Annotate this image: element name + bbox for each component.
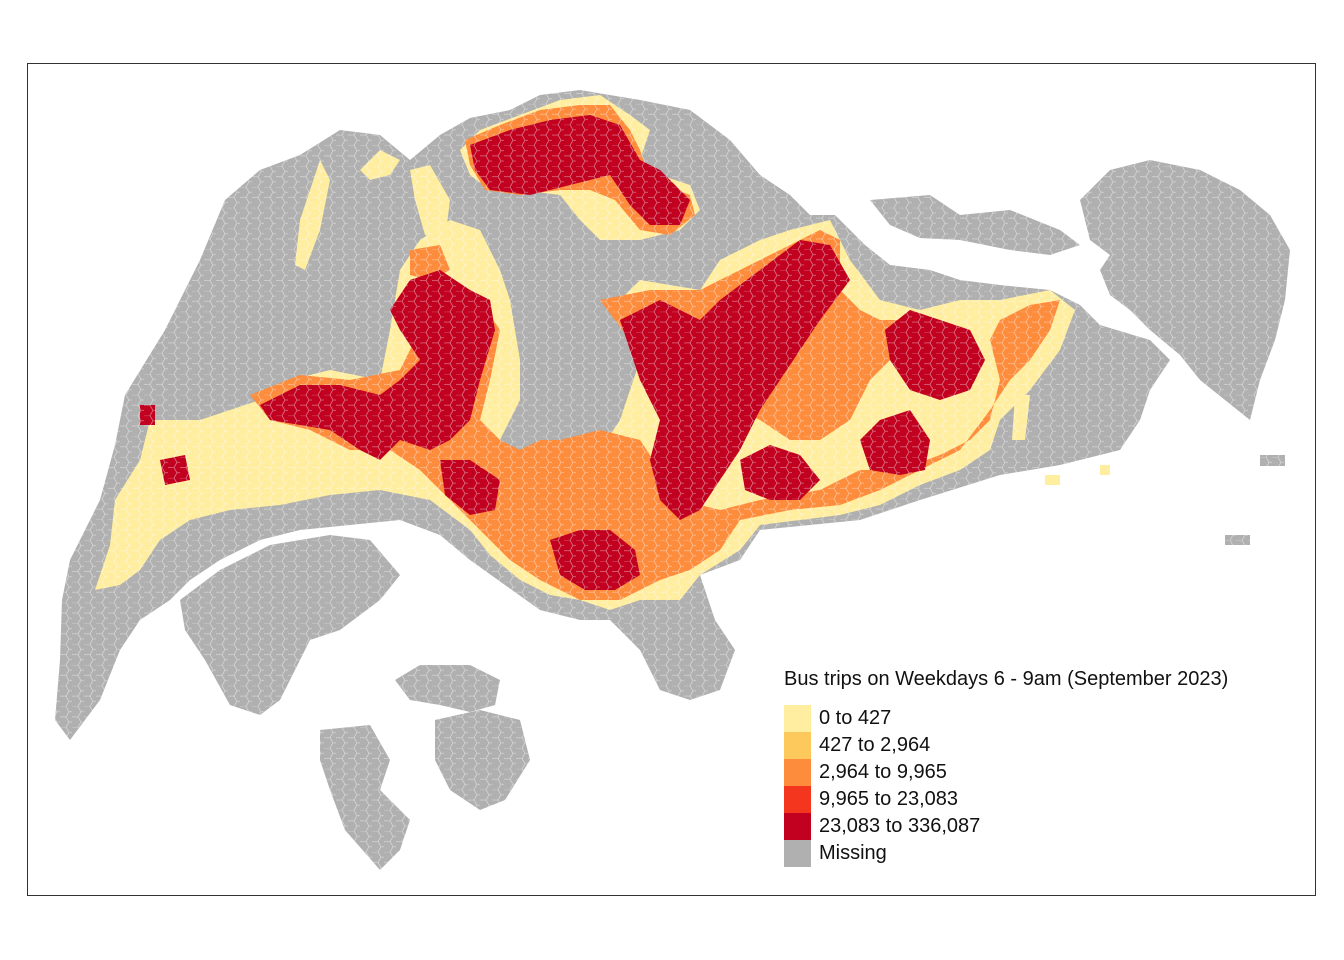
legend-swatch [784,732,811,759]
legend-label: 9,965 to 23,083 [819,788,959,810]
legend-swatch [784,759,811,786]
legend-label: 23,083 to 336,087 [819,815,981,837]
legend-swatch [784,813,811,840]
legend-item-0-to-427: 0 to 427 [784,705,1228,732]
legend-label: 0 to 427 [819,707,892,729]
legend-item-9965-to-23083: 9,965 to 23,083 [784,786,1228,813]
legend-item-missing: Missing [784,840,1228,867]
legend-label: 427 to 2,964 [819,734,931,756]
legend-title: Bus trips on Weekdays 6 - 9am (September… [784,668,1229,690]
legend-item-427-to-2964: 427 to 2,964 [784,732,1228,759]
legend: Bus trips on Weekdays 6 - 9am (September… [784,668,1228,867]
legend-swatch [784,786,811,813]
legend-label: Missing [819,842,887,864]
legend-item-2964-to-9965: 2,964 to 9,965 [784,759,1228,786]
legend-label: 2,964 to 9,965 [819,761,947,783]
legend-swatch [784,840,811,867]
legend-swatch [784,705,811,732]
legend-item-23083-to-336087: 23,083 to 336,087 [784,813,1228,840]
